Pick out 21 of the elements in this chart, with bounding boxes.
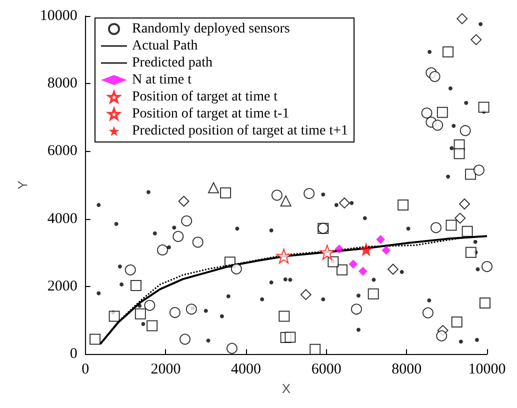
x-tick-label: 10000 [468,362,506,378]
x-tick-label: 4000 [231,362,262,378]
y-tick-label: 6000 [47,143,78,160]
y-axis-title: Y [15,180,30,190]
legend-label: Position of target at time t-1 [132,106,290,122]
y-tick-label: 10000 [40,8,78,24]
x-axis-title: X [282,381,291,396]
legend-label: Predicted position of target at time t+1 [132,124,348,138]
x-tick-label: 6000 [311,362,342,378]
y-tick-label: 8000 [47,76,78,92]
legend-label: N at time t [132,72,192,88]
x-tick-label: 0 [82,362,90,378]
y-tick-label: 0 [70,346,78,362]
legend-label: Predicted path [132,56,212,70]
y-tick-label: 4000 [47,210,78,227]
legend-label: Actual Path [132,38,198,54]
x-tick-label: 8000 [392,362,422,378]
y-tick-label: 2000 [47,278,78,294]
legend-label: Randomly deployed sensors [132,22,290,36]
legend-label: Position of target at time t [132,90,278,104]
x-tick-label: 2000 [150,362,181,378]
